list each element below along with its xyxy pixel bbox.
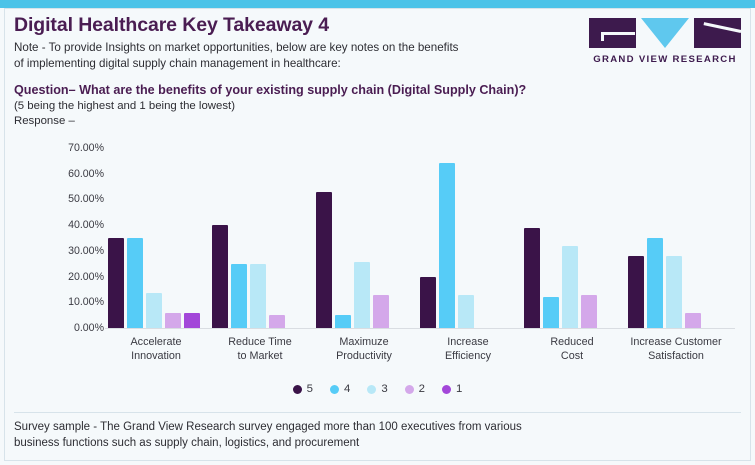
x-axis-labels: Accelerate Innovation Reduce Time to Market…: [108, 336, 737, 364]
bar-3[interactable]: [458, 294, 474, 328]
bar-4[interactable]: [127, 238, 143, 328]
top-accent-bar: [0, 0, 755, 8]
legend-label: 2: [418, 383, 426, 395]
y-axis-tick: 30.00%: [68, 244, 104, 257]
legend-item-4[interactable]: 4: [329, 383, 351, 395]
bar-5[interactable]: [420, 276, 436, 328]
bar-2[interactable]: [685, 312, 701, 328]
footer-note-line-2: business functions such as supply chain,…: [14, 437, 360, 450]
response-label: Response –: [14, 115, 75, 128]
question-scale-note: (5 being the highest and 1 being the low…: [14, 100, 236, 113]
g-block-icon: [589, 18, 636, 48]
bar-1[interactable]: [184, 312, 200, 328]
bar-group: [628, 148, 732, 328]
bar-5[interactable]: [524, 227, 540, 328]
x-axis-label: Accelerate Innovation: [130, 336, 182, 362]
v-triangle-icon: [641, 18, 689, 48]
bar-5[interactable]: [212, 225, 228, 328]
y-axis-tick: 70.00%: [68, 142, 104, 154]
bar-4[interactable]: [439, 163, 455, 328]
question-block: Question– What are the benefits of your …: [14, 82, 654, 129]
bar-3[interactable]: [562, 245, 578, 328]
x-axis-label: Increase Efficiency: [444, 336, 491, 362]
x-axis-label: Reduce Time to Market: [228, 336, 292, 362]
y-axis-tick: 40.00%: [68, 219, 104, 232]
footer-divider: [14, 412, 741, 413]
brand-logo: GRAND VIEW RESEARCH: [589, 18, 741, 65]
legend-swatch-icon: [404, 384, 414, 394]
legend-label: 3: [381, 383, 388, 395]
chart-legend: 5 4 3 2 1: [0, 383, 755, 395]
x-axis-label: Maximuze Productivity: [336, 336, 392, 362]
bar-4[interactable]: [335, 315, 351, 328]
bar-groups: [108, 148, 737, 328]
legend-item-2[interactable]: 2: [404, 383, 426, 395]
bar-group: [108, 148, 212, 328]
bar-chart: 0.00% 10.00% 20.00% 30.00% 40.00% 50.00% 60.00…: [0, 140, 755, 405]
bar-3[interactable]: [146, 293, 162, 328]
bar-5[interactable]: [628, 256, 644, 328]
y-axis-tick: 10.00%: [68, 296, 104, 309]
legend-swatch-icon: [367, 384, 377, 394]
legend-label: 5: [306, 383, 313, 395]
y-axis-tick: 20.00%: [68, 270, 104, 283]
legend-label: 4: [343, 383, 351, 395]
bar-2[interactable]: [165, 312, 181, 328]
logo-wordmark: GRAND VIEW RESEARCH: [593, 54, 737, 65]
x-axis-label: Increase Customer Satisfaction: [630, 336, 722, 362]
y-axis: 0.00% 10.00% 20.00% 30.00% 40.00% 50.00% 60.00…: [52, 142, 104, 334]
header-note-line-1: Note - To provide Insights on market opp…: [14, 41, 459, 55]
y-axis-tick: 60.00%: [68, 167, 104, 180]
x-axis-line: [105, 328, 735, 329]
bar-2[interactable]: [373, 294, 389, 328]
bar-3[interactable]: [250, 263, 266, 328]
footer-note-line-1: Survey sample - The Grand View Research …: [14, 421, 522, 433]
header: Digital Healthcare Key Takeaway 4 Note -…: [14, 14, 604, 72]
y-axis-tick: 50.00%: [68, 193, 104, 206]
bar-group: [524, 148, 628, 328]
plot-area: [108, 148, 737, 328]
header-note-line-2: of implementing digital supply chain man…: [14, 57, 341, 71]
bar-5[interactable]: [316, 191, 332, 328]
bar-4[interactable]: [231, 263, 247, 328]
slide-border: [4, 8, 751, 461]
bar-group: [316, 148, 420, 328]
x-axis-label: Reduced Cost: [550, 336, 594, 362]
logo-marks: [589, 18, 741, 50]
y-axis-tick: 0.00%: [73, 322, 104, 334]
legend-swatch-icon: [442, 384, 452, 394]
bar-5[interactable]: [108, 238, 124, 328]
bar-4[interactable]: [543, 297, 559, 328]
footer-note: Survey sample - The Grand View Research …: [14, 419, 714, 452]
bar-2[interactable]: [269, 315, 285, 328]
legend-item-1[interactable]: 1: [442, 383, 462, 395]
legend-swatch-icon: [292, 384, 302, 394]
bar-group: [420, 148, 524, 328]
bar-3[interactable]: [354, 262, 370, 328]
bar-2[interactable]: [581, 294, 597, 328]
legend-swatch-icon: [329, 384, 339, 394]
question-title: Question– What are the benefits of your …: [14, 83, 527, 97]
legend-item-5[interactable]: 5: [292, 383, 313, 395]
bar-3[interactable]: [666, 256, 682, 328]
legend-label: 1: [456, 383, 463, 395]
r-block-icon: [694, 18, 741, 48]
legend-item-3[interactable]: 3: [367, 383, 388, 395]
bar-group: [212, 148, 316, 328]
bar-4[interactable]: [647, 238, 663, 328]
page-title: Digital Healthcare Key Takeaway 4: [14, 14, 329, 36]
